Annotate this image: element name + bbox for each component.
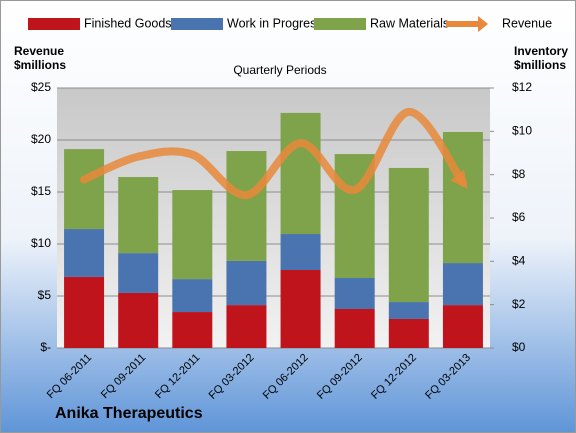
bar-segment: [64, 229, 105, 277]
legend-marker: [28, 18, 80, 30]
bar-segment: [388, 167, 429, 303]
y2-axis-title: $millions: [514, 58, 566, 72]
company-name: Anika Therapeutics: [55, 405, 203, 422]
legend-label: Finished Goods: [84, 16, 172, 30]
y2-tick-label: $12: [512, 80, 532, 94]
y-tick-label: $25: [31, 80, 51, 94]
y-tick-label: $-: [40, 340, 51, 354]
bar-segment: [334, 309, 375, 348]
y2-axis-title: Inventory: [514, 44, 568, 58]
bar-segment: [172, 312, 213, 348]
bar-segment: [172, 190, 213, 280]
y2-tick-label: $4: [512, 254, 526, 268]
y2-tick-label: $0: [512, 340, 526, 354]
arrow-head: [450, 169, 468, 189]
bar-segment: [280, 270, 321, 348]
y2-tick-label: $8: [512, 167, 526, 181]
legend-label: Work in Progress: [227, 16, 323, 30]
y2-tick-label: $6: [512, 210, 526, 224]
y-tick-label: $5: [38, 288, 52, 302]
y-tick-label: $10: [31, 236, 51, 250]
y2-tick-label: $10: [512, 124, 532, 138]
bar-segment: [388, 302, 429, 319]
legend-marker: [171, 18, 223, 30]
bar-segment: [118, 177, 159, 254]
bar-segment: [226, 151, 267, 261]
y-tick-label: $15: [31, 184, 51, 198]
bar-segment: [280, 234, 321, 270]
bar-segment: [226, 260, 267, 306]
bar-segment: [442, 305, 483, 348]
chart-title: Quarterly Periods: [233, 63, 326, 77]
y-axis-title: $millions: [14, 58, 66, 72]
legend-label: Raw Materials: [370, 16, 449, 30]
legend-marker: [478, 16, 488, 32]
bar-segment: [172, 279, 213, 313]
bar-segment: [118, 292, 159, 348]
y-axis-title: Revenue: [14, 44, 64, 58]
revenue-line: [80, 107, 467, 200]
bar-segment: [442, 263, 483, 306]
bar-segment: [118, 253, 159, 293]
bar-segment: [334, 278, 375, 309]
bar-segment: [64, 149, 105, 230]
bar-segment: [64, 276, 105, 348]
legend-label: Revenue: [502, 16, 552, 30]
y2-tick-label: $2: [512, 297, 526, 311]
bar-segment: [226, 305, 267, 348]
legend-marker: [314, 18, 366, 30]
bar-segment: [388, 318, 429, 348]
bar-segment: [280, 112, 321, 235]
y-tick-label: $20: [31, 132, 51, 146]
